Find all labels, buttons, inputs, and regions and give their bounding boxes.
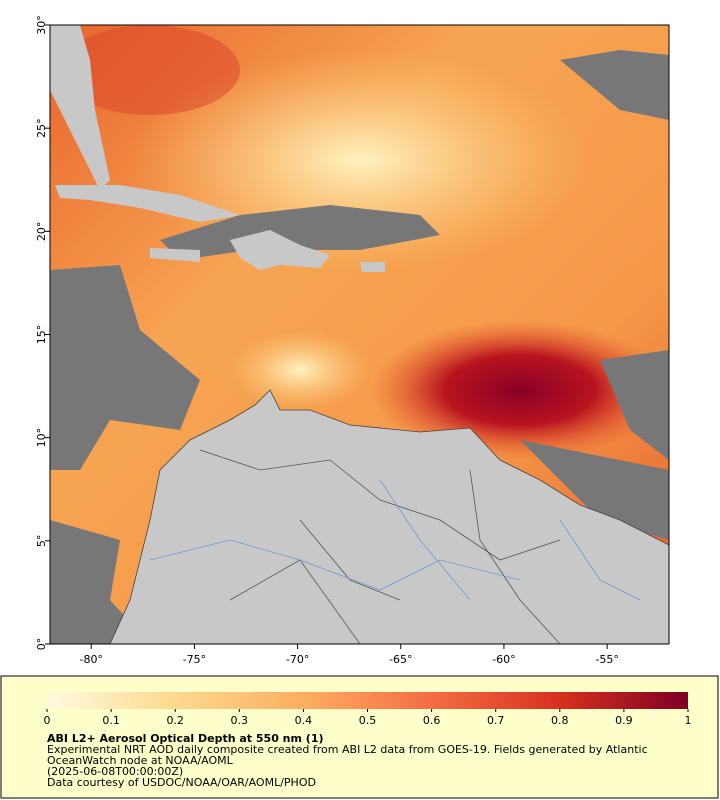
colorbar-tick-label: 1 [685,714,692,727]
map-image [50,25,669,644]
colorbar-tick-label: 0.8 [551,714,569,727]
x-tick-label: -75° [183,653,206,666]
colorbar [47,692,688,709]
x-tick-label: -55° [595,653,618,666]
colorbar-tick-label: 0.9 [615,714,633,727]
caption-line: (2025-06-08T00:00:00Z) [47,765,183,778]
colorbar-tick-label: 0.3 [231,714,249,727]
y-tick-label: 15° [35,325,48,345]
y-tick-label: 0° [35,638,48,651]
caption-line: OceanWatch node at NOAA/AOML [47,754,234,767]
colorbar-tick-label: 0.4 [295,714,313,727]
y-tick-label: 5° [35,535,48,548]
x-tick-label: -70° [286,653,309,666]
colorbar-tick-label: 0.7 [487,714,505,727]
caption-line: Data courtesy of USDOC/NOAA/OAR/AOML/PHO… [47,776,316,789]
caption-title: ABI L2+ Aerosol Optical Depth at 550 nm … [47,732,324,745]
colorbar-tick-label: 0.2 [166,714,184,727]
x-tick-label: -60° [492,653,515,666]
y-tick-label: 20° [35,222,48,242]
y-tick-label: 30° [35,15,48,35]
colorbar-tick-label: 0.1 [102,714,120,727]
caption-line: Experimental NRT AOD daily composite cre… [47,743,648,756]
colorbar-tick-label: 0.6 [423,714,441,727]
y-tick-label: 10° [35,428,48,448]
colorbar-tick-label: 0 [44,714,51,727]
y-tick-label: 25° [35,118,48,138]
x-tick-label: -65° [389,653,412,666]
colorbar-tick-label: 0.5 [359,714,377,727]
x-tick-label: -80° [80,653,103,666]
